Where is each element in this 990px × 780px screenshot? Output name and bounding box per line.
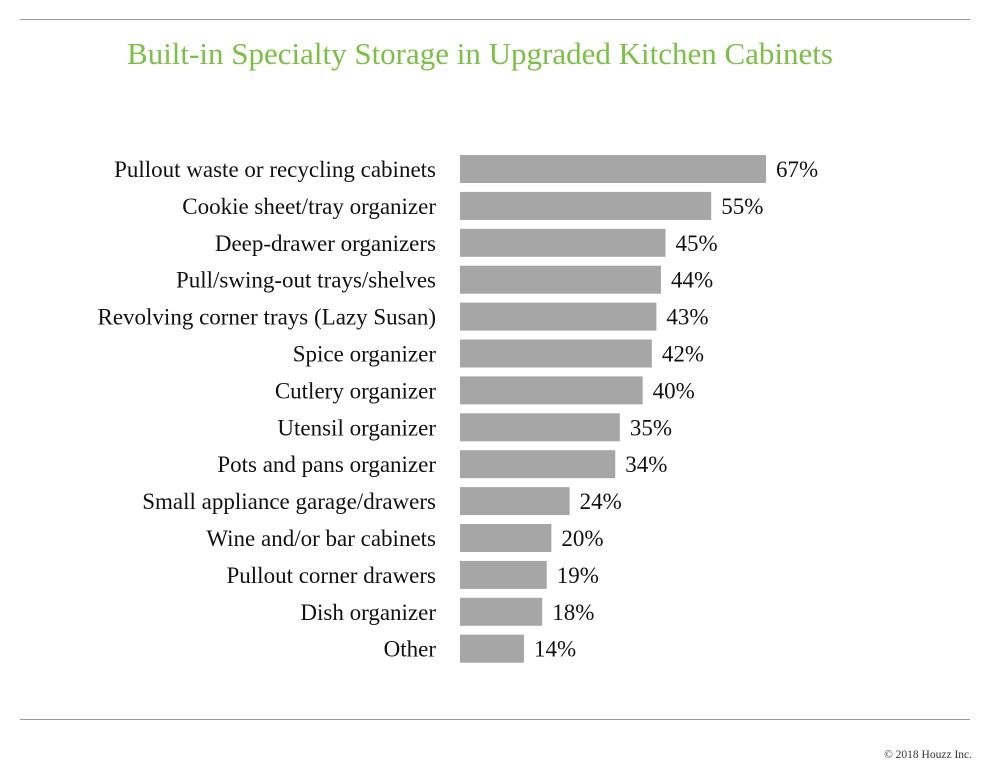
value-label: 55%: [721, 194, 763, 219]
value-label: 20%: [561, 526, 603, 551]
value-label: 67%: [776, 157, 818, 182]
category-label: Dish organizer: [300, 600, 436, 625]
category-label: Pull/swing-out trays/shelves: [176, 268, 436, 293]
category-label: Deep-drawer organizers: [215, 231, 436, 256]
bar: [460, 560, 547, 589]
bar: [460, 413, 620, 442]
bar: [460, 265, 661, 294]
category-label: Wine and/or bar cabinets: [206, 526, 436, 551]
category-label: Pullout waste or recycling cabinets: [114, 157, 436, 182]
category-label: Utensil organizer: [277, 415, 436, 440]
value-label: 43%: [666, 305, 708, 330]
category-label: Small appliance garage/drawers: [142, 489, 436, 514]
category-label: Spice organizer: [293, 342, 437, 367]
bar: [460, 191, 712, 220]
bar: [460, 487, 570, 516]
value-label: 35%: [630, 415, 672, 440]
category-label: Pullout corner drawers: [227, 563, 437, 588]
value-label: 42%: [662, 342, 704, 367]
category-label: Cutlery organizer: [275, 378, 436, 403]
value-label: 45%: [676, 231, 718, 256]
bar: [460, 155, 766, 183]
value-label: 40%: [653, 378, 695, 403]
bar: [460, 450, 616, 479]
value-label: 19%: [557, 563, 599, 588]
value-label: 18%: [552, 600, 594, 625]
chart-title: Built-in Specialty Storage in Upgraded K…: [127, 36, 833, 71]
bottom-rule: [20, 719, 970, 720]
bar: [460, 302, 657, 331]
bar: [460, 228, 666, 257]
category-label: Cookie sheet/tray organizer: [182, 194, 436, 219]
category-label: Revolving corner trays (Lazy Susan): [97, 305, 436, 330]
value-label: 24%: [580, 489, 622, 514]
category-label: Other: [384, 637, 437, 662]
value-label: 44%: [671, 268, 713, 293]
copyright-footer: © 2018 Houzz Inc.: [884, 749, 972, 761]
bar: [460, 634, 524, 663]
category-label: Pots and pans organizer: [217, 452, 436, 477]
bar: [460, 524, 552, 552]
value-label: 34%: [625, 452, 667, 477]
bar: [460, 376, 643, 405]
value-label: 14%: [534, 637, 576, 662]
bar: [460, 597, 543, 626]
bar: [460, 339, 652, 368]
top-rule: [20, 19, 970, 20]
